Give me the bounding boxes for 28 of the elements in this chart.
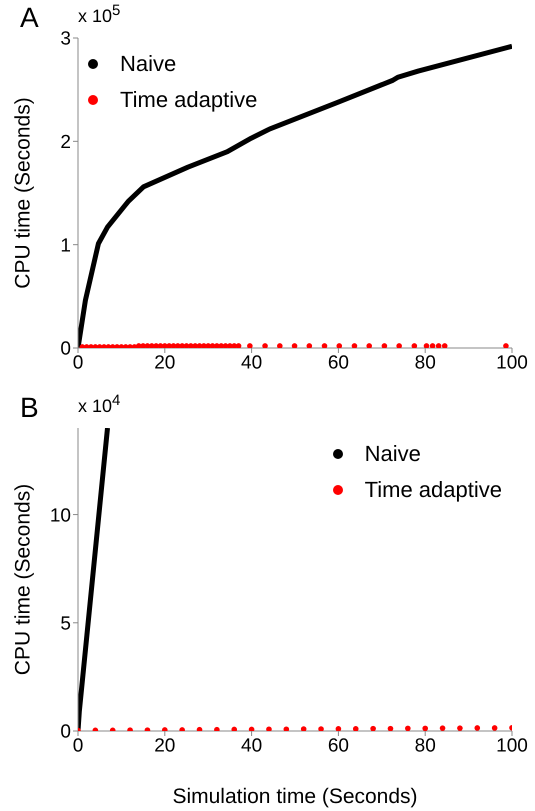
- x-tick-label: 20: [154, 735, 176, 756]
- y-tick-label: 1: [60, 235, 71, 256]
- text: x 10$^{4}$: [78, 392, 120, 417]
- x-tick-label: 20: [154, 352, 176, 374]
- y-tick-label: 10: [50, 505, 71, 526]
- x-tick-label: 80: [414, 735, 436, 756]
- y-tick-label: 0: [60, 722, 71, 743]
- x-tick-label: 40: [241, 352, 262, 374]
- y-tick-label: 3: [60, 28, 71, 50]
- x-tick-label: 100: [496, 735, 528, 756]
- legend-label: Time adaptive: [364, 476, 502, 504]
- x-axis-title: Simulation time (Seconds): [172, 785, 418, 808]
- legend-label: Time adaptive: [120, 86, 258, 114]
- y-axis-title: CPU time (Seconds): [11, 484, 34, 676]
- y-tick-label: 5: [60, 614, 71, 635]
- x-tick-label: 100: [496, 352, 528, 374]
- x-tick-label: 80: [414, 352, 436, 374]
- y-axis-title: CPU time (Seconds): [11, 97, 34, 289]
- legend-label: Naive: [120, 50, 176, 78]
- x-tick-label: 60: [328, 735, 349, 756]
- text: B: [20, 392, 39, 424]
- text: x 10$^{5}$: [78, 2, 120, 27]
- y-tick-label: 0: [60, 338, 71, 360]
- x-tick-label: 40: [241, 735, 262, 756]
- y-tick-label: 2: [60, 132, 71, 154]
- x-tick-label: 60: [328, 352, 349, 374]
- legend-label: Naive: [364, 440, 421, 468]
- text: A: [20, 2, 39, 34]
